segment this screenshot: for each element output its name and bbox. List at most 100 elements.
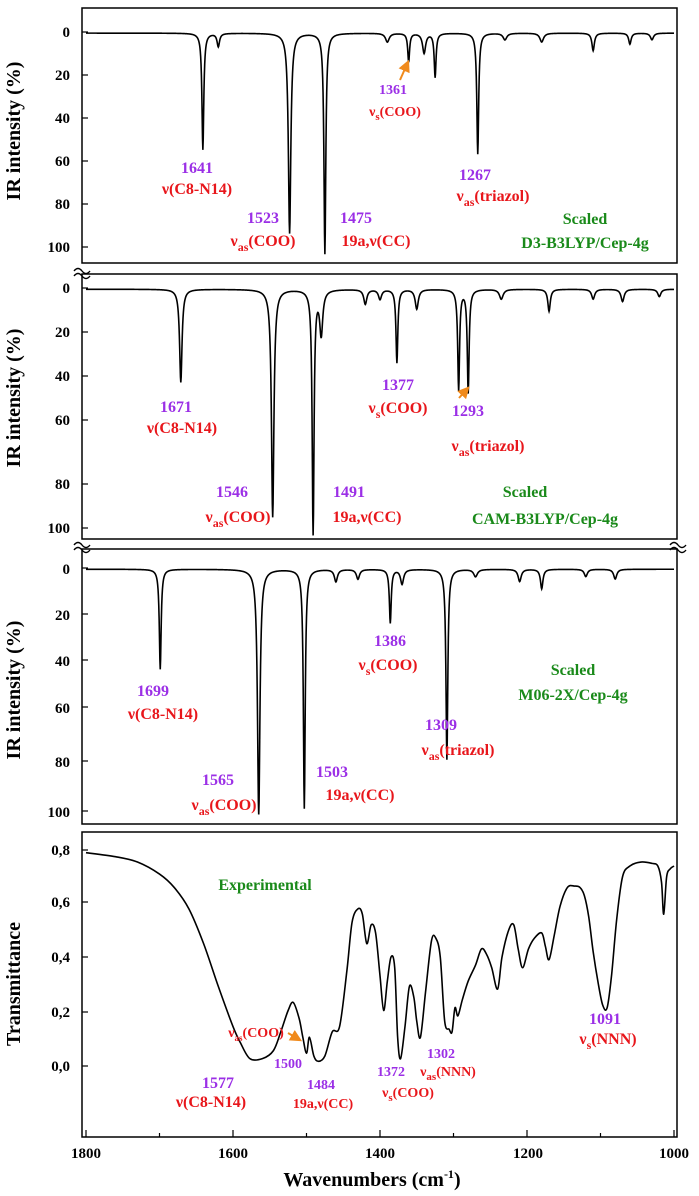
p2-ytick-40: 40 <box>55 369 70 385</box>
p2-label-1491-assignment: 19a,ν(CC) <box>333 509 402 526</box>
p2-ytick-0: 0 <box>63 281 71 297</box>
p3-label-1503-number: 1503 <box>316 764 348 781</box>
p1-arrow-1361 <box>398 59 410 81</box>
spectrum-d3-b3lyp <box>86 32 674 255</box>
p4-label-1484-assignment: 19a,ν(CC) <box>293 1097 354 1112</box>
axis-break-left-2 <box>73 541 91 554</box>
p4-label-1500-number: 1500 <box>274 1057 302 1072</box>
p2-arrow-1293 <box>457 386 470 400</box>
p3-label-1699-assignment: ν(C8-N14) <box>127 706 198 723</box>
p2-ytick-60: 60 <box>55 413 70 429</box>
xtick-1400: 1400 <box>365 1146 395 1162</box>
xtick-1000: 1000 <box>659 1146 689 1162</box>
panel-1-frame <box>81 7 678 264</box>
p3-label-1565-assignment: νas(COO) <box>191 797 257 818</box>
p3-label-1503-assignment: 19a,ν(CC) <box>326 787 395 804</box>
p1-label-1475-number: 1475 <box>340 210 372 227</box>
p1-ytick-40: 40 <box>55 111 70 127</box>
p3-ytick-40: 40 <box>55 654 70 670</box>
p1-ytick-20: 20 <box>55 68 70 84</box>
p1-label-1641-assignment: ν(C8-N14) <box>161 181 232 198</box>
p2-ytick-100: 100 <box>48 521 71 537</box>
p4-label-1577-assignment: ν(C8-N14) <box>175 1094 246 1111</box>
p1-method-line-1: Scaled <box>563 211 608 228</box>
p3-label-1386-number: 1386 <box>374 633 406 650</box>
axis-breaks <box>73 267 687 554</box>
spectrum-cam-b3lyp <box>86 288 675 536</box>
p3-ytick-100: 100 <box>48 805 71 821</box>
p4-arrow-1500 <box>287 1029 303 1042</box>
panel-1-annotations: 1641 ν(C8-N14) 1523 νas(COO) 1475 19a,ν(… <box>161 59 649 254</box>
p2-ytick-80: 80 <box>55 477 70 493</box>
p1-ytick-80: 80 <box>55 197 70 213</box>
p1-ytick-0: 0 <box>63 25 71 41</box>
tick-marks <box>82 31 675 1137</box>
p3-ytick-20: 20 <box>55 608 70 624</box>
p4-ylabel: Transmittance <box>3 922 25 1046</box>
p4-ytick-0-6: 0,6 <box>51 895 70 911</box>
p1-label-1523-number: 1523 <box>247 210 279 227</box>
p4-ytick-0-4: 0,4 <box>51 950 70 966</box>
p1-method-line-2: D3-B3LYP/Cep-4g <box>521 235 648 252</box>
p3-label-1309-assignment: νas(triazol) <box>421 742 495 763</box>
p4-label-1302-number: 1302 <box>427 1047 455 1062</box>
p1-label-1475-assignment: 19a,ν(CC) <box>342 233 411 250</box>
p3-label-1309-number: 1309 <box>425 717 457 734</box>
p4-ytick-0-0: 0,0 <box>51 1059 70 1075</box>
xtick-1600: 1600 <box>218 1146 248 1162</box>
p4-label-1091-assignment: νs(NNN) <box>578 1031 636 1052</box>
p3-ytick-80: 80 <box>55 755 70 771</box>
panel-3-frame <box>81 548 678 825</box>
p2-label-1671-assignment: ν(C8-N14) <box>146 420 217 437</box>
p3-method-line-2: M06-2X/Cep-4g <box>518 687 627 704</box>
p4-label-1577-number: 1577 <box>202 1075 234 1092</box>
p1-label-1361-assignment: νs(COO) <box>368 105 421 123</box>
p2-label-1377-number: 1377 <box>382 377 414 394</box>
panel-2-annotations: 1671 ν(C8-N14) 1546 νas(COO) 1491 19a,ν(… <box>146 377 618 530</box>
p3-ytick-60: 60 <box>55 701 70 717</box>
axis-break-left-1 <box>73 267 91 280</box>
p2-label-1293-assignment: νas(triazol) <box>451 438 525 459</box>
p4-label-1372-assignment: νs(COO) <box>381 1086 434 1104</box>
p2-label-1546-number: 1546 <box>216 484 248 501</box>
y-tick-labels: 0 20 40 60 80 100 0 20 40 60 80 100 0 20… <box>48 25 71 1075</box>
p3-label-1565-number: 1565 <box>202 772 234 789</box>
p1-ylabel: IR intensity (%) <box>3 62 25 201</box>
panel-3-annotations: 1699 ν(C8-N14) 1565 νas(COO) 1503 19a,ν(… <box>127 633 628 818</box>
p4-label-1091-number: 1091 <box>589 1011 621 1028</box>
spectrum-experimental <box>85 851 675 1063</box>
p2-label-1546-assignment: νas(COO) <box>205 509 271 530</box>
p4-ytick-0-8: 0,8 <box>51 843 70 859</box>
panel-4-annotations: Experimental νas(COO) 1500 1577 ν(C8-N14… <box>175 877 637 1112</box>
p2-ytick-20: 20 <box>55 325 70 341</box>
p1-ytick-60: 60 <box>55 154 70 170</box>
p3-label-1699-number: 1699 <box>137 683 169 700</box>
x-axis-title: Wavenumbers (cm-1) <box>283 1167 460 1191</box>
p2-ylabel: IR intensity (%) <box>3 329 25 468</box>
p1-label-1267-number: 1267 <box>459 167 491 184</box>
p1-label-1523-assignment: νas(COO) <box>230 233 296 254</box>
panel-2-frame <box>81 273 678 540</box>
p4-label-1484-number: 1484 <box>307 1078 335 1093</box>
p1-label-1641-number: 1641 <box>181 160 213 177</box>
p3-ytick-0: 0 <box>63 562 71 578</box>
p3-ylabel: IR intensity (%) <box>3 621 25 760</box>
p4-label-1500-assignment: νas(COO) <box>227 1026 284 1043</box>
p3-label-1386-assignment: νs(COO) <box>358 657 418 678</box>
axis-break-right-2 <box>669 541 687 554</box>
p1-label-1267-assignment: νas(triazol) <box>456 188 530 209</box>
p4-label-1302-assignment: νas(NNN) <box>419 1065 476 1083</box>
p4-ytick-0-2: 0,2 <box>51 1005 70 1021</box>
xtick-1800: 1800 <box>71 1146 101 1162</box>
spectrum-m06-2x <box>86 568 674 815</box>
p1-ytick-100: 100 <box>48 240 71 256</box>
p3-method-line-1: Scaled <box>551 662 596 679</box>
p2-label-1293-number: 1293 <box>452 403 484 420</box>
p4-label-1372-number: 1372 <box>377 1065 405 1080</box>
xtick-1200: 1200 <box>513 1146 543 1162</box>
p2-label-1377-assignment: νs(COO) <box>368 400 428 421</box>
p1-label-1361-number: 1361 <box>379 83 407 98</box>
p2-label-1671-number: 1671 <box>160 399 192 416</box>
p4-method-label: Experimental <box>218 877 312 894</box>
